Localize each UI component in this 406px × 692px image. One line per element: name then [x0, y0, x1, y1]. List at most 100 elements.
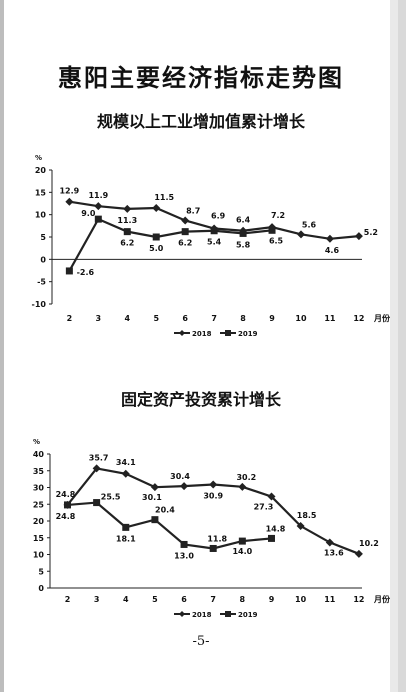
chart2-series-2019-data-label: 14.0 — [232, 547, 252, 556]
chart1-series-2019-point — [268, 226, 276, 234]
chart1-x-tick-label: 12 — [353, 314, 364, 323]
chart2-legend-2019-label: 2019 — [238, 611, 258, 619]
chart2-series-2019-data-label: 14.8 — [266, 524, 286, 533]
chart1-x-tick-label: 8 — [240, 314, 246, 323]
chart2-series-2018-data-label: 30.1 — [142, 493, 162, 502]
chart2-series-2019-data-label: 25.5 — [101, 493, 121, 502]
chart1-series-2018-data-label: 6.9 — [211, 212, 226, 221]
chart1-series-2018-point — [65, 197, 74, 206]
chart1-x-tick-label: 4 — [124, 314, 130, 323]
chart1-series-2019-data-label: 6.2 — [178, 239, 192, 248]
chart1-legend-2018-marker — [179, 330, 185, 336]
chart2-y-tick-label: 20 — [33, 517, 45, 526]
chart2-series-2018-point — [267, 492, 276, 501]
chart2-series-2018-point — [238, 482, 247, 491]
chart2-series-2018-point — [209, 480, 218, 489]
chart1-series-2019-data-label: 5.8 — [236, 240, 251, 249]
left-gutter — [0, 0, 4, 692]
chart1-series-2018-data-label: 5.6 — [302, 220, 317, 229]
chart2-series-2019-data-label: 11.8 — [207, 534, 227, 543]
chart2-y-tick-label: 5 — [38, 567, 44, 576]
chart2-series-2018-data-label: 30.2 — [236, 473, 256, 482]
chart2-series-2018-point — [354, 549, 363, 558]
chart2-x-unit-label: 月份 — [373, 594, 391, 604]
chart2-y-tick-label: 0 — [38, 584, 44, 593]
chart1-series-2019-line — [68, 217, 273, 272]
chart2-legend-2019-marker — [225, 611, 231, 617]
chart1-series-2018-point — [354, 232, 363, 241]
chart1-y-tick-label: 20 — [35, 166, 47, 175]
chart2-legend-2018-marker — [179, 611, 185, 617]
chart1-x-tick-label: 5 — [153, 314, 159, 323]
chart2-x-tick-label: 2 — [65, 595, 71, 604]
chart1-x-tick-label: 6 — [182, 314, 188, 323]
chart2-y-tick-label: 40 — [33, 450, 45, 459]
chart1-y-tick-label: 15 — [35, 188, 47, 197]
chart2-x-tick-label: 3 — [94, 595, 100, 604]
chart1-series-2018-data-label: 8.7 — [186, 206, 200, 215]
chart2-series-2018-point — [150, 483, 159, 492]
chart2-series-2019-data-label: 18.1 — [116, 534, 136, 543]
chart1-series-2019-data-label: 9.0 — [81, 209, 96, 218]
chart1-y-tick-label: 0 — [40, 255, 46, 264]
chart1-series-2018-data-label: 12.9 — [59, 187, 79, 196]
chart2-series-2019-point — [122, 523, 130, 531]
chart1-x-tick-label: 10 — [295, 314, 307, 323]
chart-title-investment: 固定资产投资累计增长 — [120, 390, 281, 409]
chart2-series-2018-point — [296, 522, 305, 531]
chart1-series-2019-data-label: 6.5 — [269, 236, 284, 245]
chart2-x-tick-label: 12 — [353, 595, 364, 604]
chart2-series-2018-data-label: 35.7 — [89, 453, 109, 462]
chart1-series-2018-point — [296, 230, 305, 239]
right-gutter — [390, 0, 398, 692]
chart2-series-2018-data-label: 30.9 — [203, 491, 223, 500]
chart2-series-2019-point — [267, 534, 275, 542]
chart2-series-2019-line — [67, 501, 272, 550]
industrial-growth-chart: % 20 15 10 5 0 -5 -10 2 3 4 5 6 7 8 9 10 11 12 月份 12.9 11.9 11… — [32, 154, 391, 338]
chart2-x-tick-label: 5 — [152, 595, 158, 604]
chart2-series-2018-data-label: 10.2 — [359, 539, 379, 548]
chart1-x-tick-label: 9 — [269, 314, 275, 323]
chart2-series-2019-data-label: 20.4 — [155, 506, 175, 515]
chart2-x-tick-label: 7 — [210, 595, 216, 604]
chart1-series-2019-point — [65, 267, 73, 275]
chart2-series-2019-point — [180, 540, 188, 548]
chart2-series-2018-point — [325, 538, 334, 547]
chart2-y-unit-label: % — [33, 438, 40, 446]
chart2-series-2018-data-label: 34.1 — [116, 458, 136, 467]
chart1-y-tick-label: 10 — [35, 211, 47, 220]
chart2-series-2018-point — [121, 469, 130, 478]
document-page: 惠阳主要经济指标走势图 规模以上工业增加值累计增长 % 20 15 10 5 0 -5 -10… — [4, 0, 398, 692]
chart2-series-2018-data-label: 30.4 — [170, 472, 190, 481]
investment-growth-chart: % 40 35 30 25 20 15 10 5 0 2 3 4 5 6 7 8 9 10 11 12 月份 24.8 35.… — [33, 438, 391, 619]
chart1-y-tick-label: 5 — [40, 233, 46, 242]
chart2-series-2019-data-label: 13.0 — [174, 551, 194, 560]
chart2-series-2019-point — [209, 544, 217, 552]
chart2-y-tick-label: 30 — [33, 484, 45, 493]
chart2-series-2019-data-label: 24.8 — [56, 512, 76, 521]
chart1-series-2019-point — [210, 227, 218, 235]
chart2-series-2018-point — [92, 464, 101, 473]
chart1-series-2018-point — [123, 204, 132, 213]
chart1-legend-2018-label: 2018 — [192, 330, 212, 338]
chart1-series-2019-data-label: 6.2 — [120, 239, 134, 248]
chart2-x-tick-label: 10 — [295, 595, 307, 604]
chart-title-industrial: 规模以上工业增加值累计增长 — [96, 112, 305, 131]
chart2-y-tick-label: 25 — [33, 500, 45, 509]
chart1-series-2018-data-label: 11.3 — [117, 216, 137, 225]
chart2-legend-2018-label: 2018 — [192, 611, 212, 619]
chart2-series-2018-data-label: 13.6 — [324, 548, 344, 557]
chart1-x-tick-label: 3 — [96, 314, 102, 323]
chart2-series-2019-point — [93, 499, 101, 507]
chart1-y-unit-label: % — [35, 154, 42, 162]
chart1-series-2019-point — [152, 233, 160, 241]
chart2-y-tick-label: 15 — [33, 534, 45, 543]
chart1-series-2019-point — [123, 228, 131, 236]
chart2-x-tick-label: 4 — [123, 595, 129, 604]
chart1-series-2018-data-label: 5.2 — [364, 228, 378, 237]
chart1-series-2019-data-label: 5.4 — [207, 238, 222, 247]
page-title: 惠阳主要经济指标走势图 — [58, 64, 344, 92]
chart1-y-tick-label: -5 — [37, 278, 46, 287]
chart1-series-2019-point — [181, 228, 189, 236]
chart2-series-2018-data-label: 24.8 — [56, 490, 76, 499]
